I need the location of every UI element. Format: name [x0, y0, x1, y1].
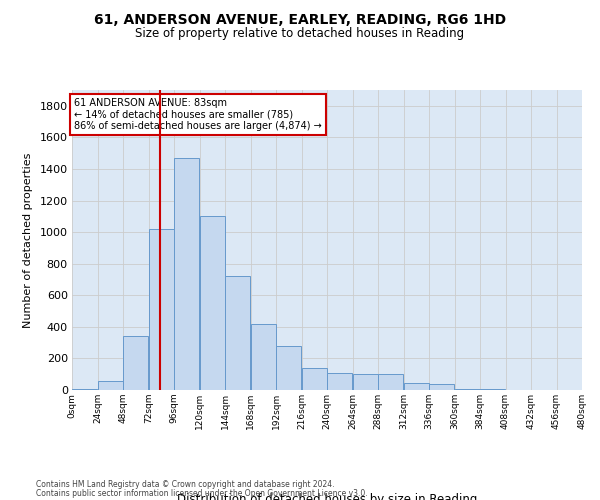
Bar: [327, 372, 352, 390]
Bar: [251, 324, 276, 390]
X-axis label: Distribution of detached houses by size in Reading: Distribution of detached houses by size …: [177, 493, 477, 500]
Text: Contains HM Land Registry data © Crown copyright and database right 2024.: Contains HM Land Registry data © Crown c…: [36, 480, 335, 489]
Text: 61 ANDERSON AVENUE: 83sqm
← 14% of detached houses are smaller (785)
86% of semi: 61 ANDERSON AVENUE: 83sqm ← 14% of detac…: [74, 98, 322, 131]
Bar: [72, 389, 97, 390]
Bar: [174, 158, 199, 390]
Text: Size of property relative to detached houses in Reading: Size of property relative to detached ho…: [136, 28, 464, 40]
Bar: [480, 389, 505, 390]
Bar: [98, 380, 123, 390]
Bar: [455, 389, 480, 390]
Bar: [302, 368, 327, 390]
Y-axis label: Number of detached properties: Number of detached properties: [23, 152, 33, 328]
Bar: [225, 276, 250, 390]
Bar: [123, 336, 148, 390]
Bar: [378, 374, 403, 390]
Bar: [353, 374, 378, 390]
Bar: [276, 346, 301, 390]
Text: 61, ANDERSON AVENUE, EARLEY, READING, RG6 1HD: 61, ANDERSON AVENUE, EARLEY, READING, RG…: [94, 12, 506, 26]
Bar: [429, 384, 454, 390]
Bar: [200, 216, 225, 390]
Text: Contains public sector information licensed under the Open Government Licence v3: Contains public sector information licen…: [36, 489, 368, 498]
Bar: [149, 229, 174, 390]
Bar: [404, 383, 429, 390]
